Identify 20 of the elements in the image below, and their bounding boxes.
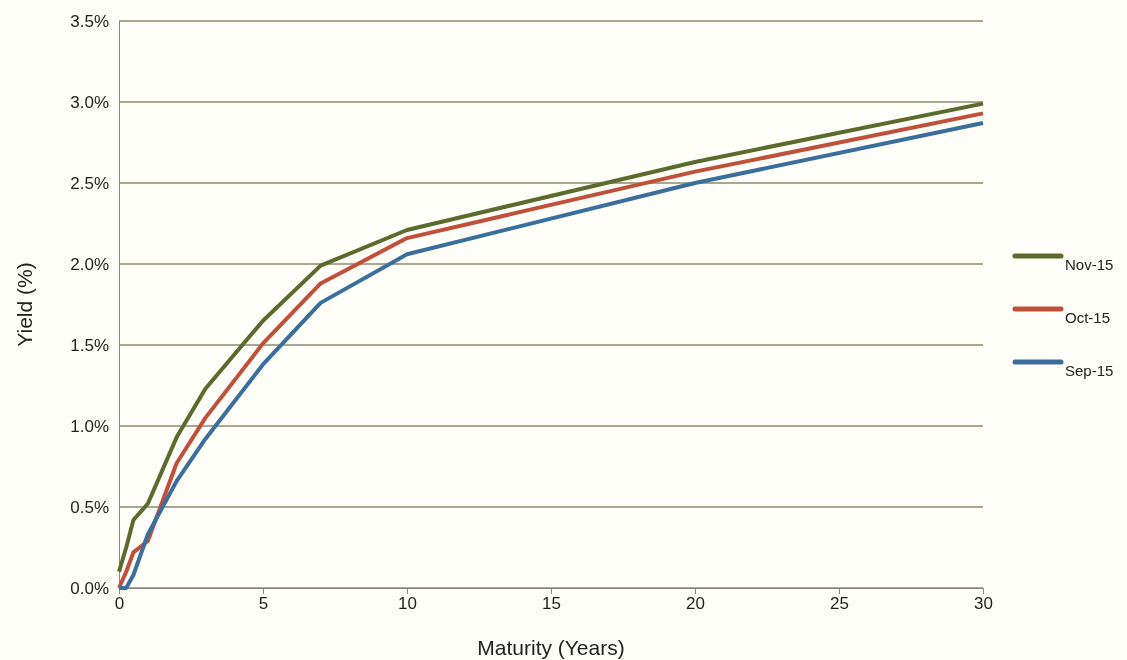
y-tick-label: 3.5%: [70, 11, 109, 31]
y-tick-label: 3.0%: [70, 92, 109, 112]
y-tick-label: 1.5%: [70, 335, 109, 355]
y-tick-label: 1.0%: [70, 416, 109, 436]
legend-label: Nov-15: [1065, 256, 1114, 273]
y-tick-label: 0.0%: [70, 578, 109, 598]
x-tick-label: 5: [258, 594, 269, 614]
legend-label: Oct-15: [1065, 309, 1111, 326]
x-tick-label: 0: [114, 594, 125, 614]
legend-label: Sep-15: [1065, 362, 1114, 379]
y-tick-label: 0.5%: [70, 497, 109, 517]
y-axis-title: Yield (%): [13, 262, 36, 347]
x-tick-label: 20: [686, 594, 705, 614]
x-tick-label: 10: [398, 594, 417, 614]
x-tick-label: 25: [830, 594, 849, 614]
y-tick-label: 2.5%: [70, 173, 109, 193]
x-axis-title: Maturity (Years): [477, 636, 625, 659]
y-tick-label: 2.0%: [70, 254, 109, 274]
x-tick-label: 30: [974, 594, 993, 614]
x-tick-label: 15: [542, 594, 561, 614]
